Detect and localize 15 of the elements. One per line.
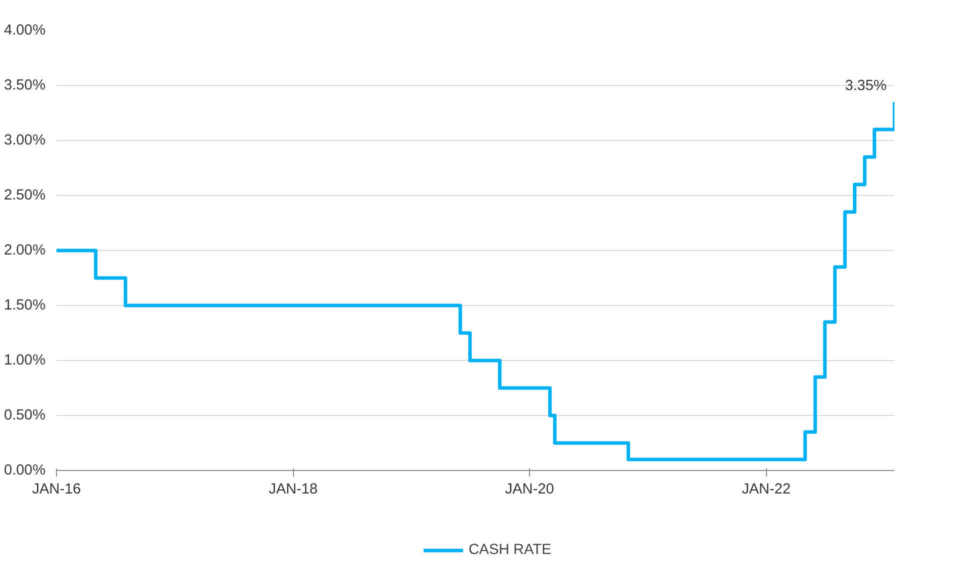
x-tick-label: JAN-22: [742, 482, 791, 498]
y-tick-label: 2.00%: [4, 242, 46, 258]
y-tick-label: 0.50%: [4, 408, 46, 424]
y-tick-label: 1.50%: [4, 298, 46, 314]
x-tick-label: JAN-20: [505, 482, 554, 498]
annotation: 3.35%: [844, 78, 887, 94]
x-tick-label: JAN-16: [32, 482, 81, 498]
legend-label: CASH RATE: [468, 542, 552, 558]
y-tick-label: 0.00%: [4, 462, 46, 478]
y-tick-label: 2.50%: [4, 188, 46, 204]
x-tick-label: JAN-18: [268, 482, 318, 498]
y-tick-label: 3.00%: [4, 132, 46, 148]
y-tick-label: 1.00%: [4, 352, 46, 368]
y-tick-label: 4.00%: [4, 22, 46, 38]
y-tick-label: 3.50%: [4, 78, 46, 94]
